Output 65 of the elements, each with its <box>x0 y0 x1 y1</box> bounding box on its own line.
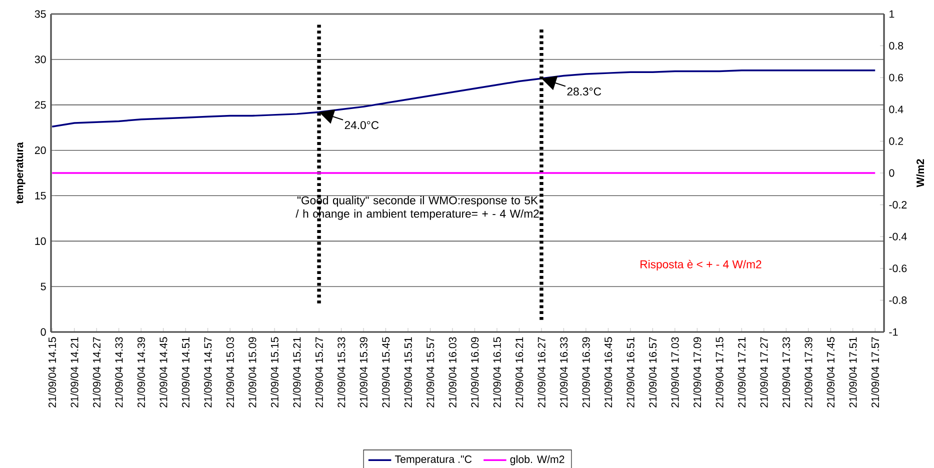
annotation: "Good quality" seconde il WMO:response to 5K / h change in ambient temperature= + - 4 W/m2 <box>296 196 539 220</box>
x-tick-label: 21/09/04 15.15 <box>270 337 278 408</box>
x-tick-label: 21/09/04 16.15 <box>493 337 501 408</box>
x-tick-label: 21/09/04 16.33 <box>560 337 568 408</box>
y-tick-label: 20 <box>34 146 46 154</box>
x-tick-label: 21/09/04 15.33 <box>337 337 346 408</box>
y-tick-label: 25 <box>34 101 46 109</box>
x-tick-label: 21/09/04 17.57 <box>871 337 880 408</box>
x-tick-label: 21/09/04 17.09 <box>693 337 702 408</box>
x-tick-label: 21/09/04 16.21 <box>515 337 524 408</box>
x-tick-label: 21/09/04 15.39 <box>360 337 368 408</box>
y2-tick-label: 0.4 <box>889 106 904 114</box>
x-tick-label: 21/09/04 16.45 <box>604 337 612 408</box>
x-tick-label: 21/09/04 17.15 <box>715 337 724 408</box>
y2-tick-label: 0.2 <box>889 137 904 145</box>
y2-tick-label: -0.8 <box>889 296 907 304</box>
x-tick-label: 21/09/04 17.33 <box>782 337 790 408</box>
x-tick-label: 21/09/04 15.21 <box>292 337 301 408</box>
x-tick-label: 21/09/04 17.51 <box>848 337 857 408</box>
y-tick-label: 0 <box>40 328 46 336</box>
x-tick-label: 21/09/04 16.27 <box>538 337 546 408</box>
x-tick-label: 21/09/04 14.45 <box>159 337 168 408</box>
y2-tick-label: 0.6 <box>889 74 904 82</box>
x-tick-label: 21/09/04 14.27 <box>92 337 101 408</box>
legend-label: glob. W/m2 <box>510 455 564 466</box>
x-tick-label: 21/09/04 16.39 <box>582 337 590 408</box>
y2-axis-title: W/m2 <box>916 159 924 188</box>
x-tick-label: 21/09/04 15.57 <box>426 337 434 408</box>
x-tick-label: 21/09/04 17.27 <box>760 337 768 408</box>
x-tick-label: 21/09/04 15.27 <box>315 337 323 408</box>
x-tick-label: 21/09/04 16.09 <box>470 337 479 408</box>
y-tick-label: 15 <box>35 192 46 200</box>
y-tick-label: 35 <box>34 10 46 18</box>
x-tick-label: 21/09/04 17.21 <box>738 337 746 408</box>
legend-label: Temperatura ."C <box>394 455 472 466</box>
y2-tick-label: -0.2 <box>889 201 907 209</box>
y2-tick-label: -0.4 <box>889 232 907 240</box>
x-tick-label: 21/09/04 14.15 <box>48 337 56 408</box>
x-tick-label: 21/09/04 14.39 <box>137 337 146 408</box>
y-tick-label: 30 <box>34 56 46 64</box>
annotation: 28.3°C <box>567 88 602 96</box>
x-tick-label: 21/09/04 15.45 <box>382 337 390 408</box>
x-tick-label: 21/09/04 17.45 <box>826 337 835 408</box>
y2-tick-label: -0.6 <box>889 264 907 272</box>
x-tick-label: 21/09/04 17.39 <box>804 337 812 408</box>
x-tick-label: 21/09/04 14.33 <box>114 337 123 408</box>
annotation: 24.0°C <box>344 121 379 130</box>
x-tick-label: 21/09/04 16.57 <box>648 337 657 408</box>
x-tick-label: 21/09/04 17.03 <box>671 337 679 408</box>
x-tick-label: 21/09/04 14.57 <box>204 337 212 408</box>
y2-tick-label: 0.8 <box>889 42 904 50</box>
x-tick-label: 21/09/04 16.03 <box>448 337 456 408</box>
y-tick-label: 5 <box>40 282 46 290</box>
y-axis-title: temperatura <box>16 142 26 204</box>
x-tick-label: 21/09/04 15.51 <box>404 337 412 408</box>
x-tick-label: 21/09/04 15.03 <box>226 337 234 408</box>
y2-tick-label: 1 <box>890 10 894 18</box>
x-tick-label: 21/09/04 15.09 <box>248 337 256 408</box>
x-tick-label: 21/09/04 14.51 <box>182 337 190 408</box>
x-tick-label: 21/09/04 16.51 <box>626 337 634 408</box>
x-tick-label: 21/09/04 14.21 <box>70 337 78 408</box>
y2-tick-label: 0 <box>889 169 894 177</box>
y2-tick-label: -1 <box>889 328 898 336</box>
annotation: Risposta è < + - 4 W/m2 <box>640 260 762 271</box>
y-tick-label: 10 <box>35 237 46 245</box>
